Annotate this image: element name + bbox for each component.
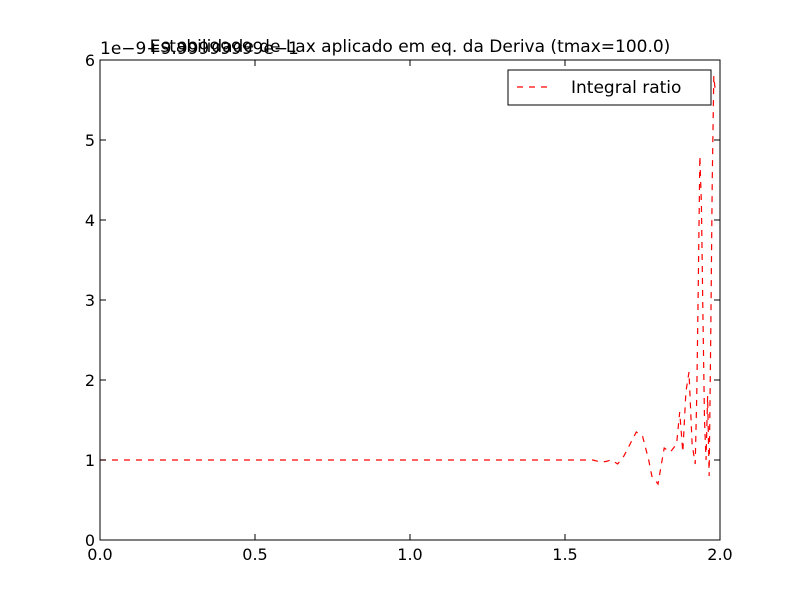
x-tick-label-0: 0.0 [87, 545, 112, 564]
y-tick-label-4: 4 [85, 211, 95, 230]
y-tick-label-1: 1 [85, 451, 95, 470]
y-tick-label-0: 0 [85, 531, 95, 550]
legend: Integral ratio [507, 69, 712, 106]
y-tick-label-3: 3 [85, 291, 95, 310]
series-line-0 [100, 75, 716, 486]
chart-title: Estabilidade de Lax aplicado em eq. da D… [150, 37, 671, 57]
y-tick-label-2: 2 [85, 371, 95, 390]
y-tick-label-6: 6 [85, 51, 95, 70]
y-tick-label-5: 5 [85, 131, 95, 150]
legend-label: Integral ratio [571, 78, 681, 98]
plot-layer [100, 75, 716, 486]
x-tick-label-2: 1.0 [397, 545, 422, 564]
ticks-layer: 0.0 0.5 1.0 1.5 2.0 0 1 2 3 4 5 6 [85, 51, 733, 564]
x-tick-label-4: 2.0 [707, 545, 732, 564]
offset-text: 1e−9+9.99999999e−1 [100, 39, 299, 59]
x-tick-label-1: 0.5 [242, 545, 267, 564]
x-tick-label-3: 1.5 [552, 545, 577, 564]
